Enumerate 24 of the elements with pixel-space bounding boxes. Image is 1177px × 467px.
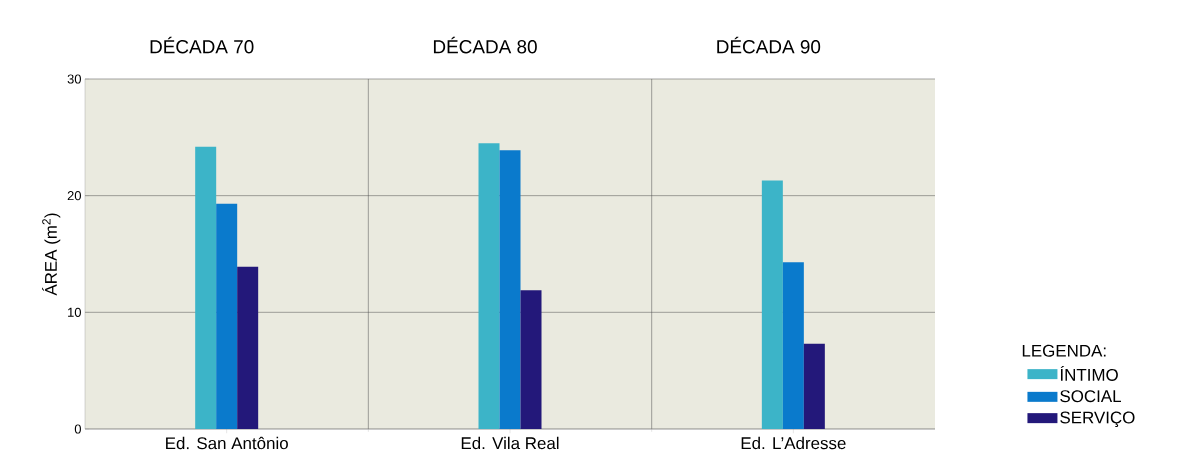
bar bbox=[237, 266, 259, 429]
bar bbox=[216, 203, 238, 429]
legend-label: ÍNTIMO bbox=[1060, 366, 1118, 381]
legend-title: LEGENDA: bbox=[1022, 344, 1106, 357]
bar bbox=[520, 290, 542, 429]
legend-label: SOCIAL bbox=[1060, 390, 1121, 403]
bar bbox=[782, 262, 804, 429]
text: DÉCADA 80 bbox=[433, 36, 537, 54]
bar bbox=[195, 146, 217, 429]
text: DÉCADA 70 bbox=[150, 36, 254, 54]
bar bbox=[478, 143, 500, 429]
legend-label: SERVIÇO bbox=[1060, 411, 1135, 427]
y-tick-label: 30 bbox=[67, 74, 81, 84]
x-tick-label: Ed. Vila Real bbox=[461, 436, 559, 450]
y-tick-label: 0 bbox=[74, 424, 81, 434]
bar bbox=[761, 180, 783, 429]
bar bbox=[803, 343, 825, 429]
x-tick-label: Ed. L’Adresse bbox=[741, 436, 846, 450]
text: DÉCADA 90 bbox=[717, 36, 821, 54]
y-tick-label: 20 bbox=[67, 191, 81, 201]
x-tick-label: Ed. San Antônio bbox=[166, 436, 288, 450]
y-tick-label: 10 bbox=[68, 307, 81, 317]
bar bbox=[499, 150, 521, 429]
y-axis-title: ÁREA (m$^{2}$) bbox=[42, 213, 61, 296]
